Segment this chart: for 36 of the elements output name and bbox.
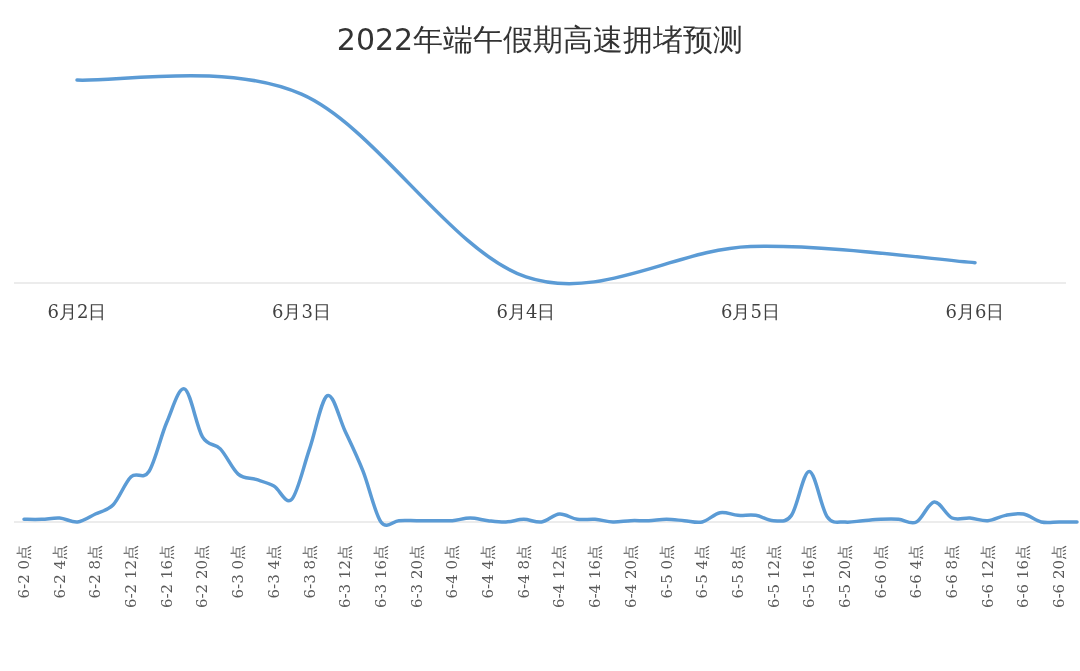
x-tick-label: 6-5 12点 [764,545,783,609]
x-tick-label: 6-4 16点 [586,545,605,609]
x-tick-label: 6-6 20点 [1050,545,1069,609]
x-tick-label: 6-5 20点 [835,545,854,609]
x-tick-label: 6-3 12点 [336,545,355,609]
x-tick-label: 6-6 12点 [978,545,997,609]
x-tick-label: 6-4 8点 [514,545,533,599]
x-tick-label: 6-3 8点 [300,545,319,599]
x-tick-label: 6-6 0点 [871,545,890,599]
chart-title: 2022年端午假期高速拥堵预测 [336,22,744,57]
x-tick-label: 6-3 0点 [229,545,248,599]
x-tick-label: 6月2日 [47,301,107,322]
x-tick-label: 6月6日 [945,301,1005,322]
x-tick-label: 6-2 16点 [157,545,176,609]
x-tick-label: 6-6 16点 [1014,545,1033,609]
x-tick-label: 6-4 12点 [550,545,569,609]
x-tick-label: 6-5 4点 [693,545,712,599]
x-tick-label: 6-4 0点 [443,545,462,599]
x-tick-label: 6-5 0点 [657,545,676,599]
x-tick-label: 6-5 8点 [728,545,747,599]
x-tick-label: 6-4 20点 [621,545,640,609]
x-tick-label: 6-3 16点 [371,545,390,609]
x-tick-label: 6-2 20点 [193,545,212,609]
x-tick-label: 6-5 16点 [800,545,819,609]
x-tick-label: 6-6 8点 [943,545,962,599]
x-tick-label: 6月4日 [496,301,556,322]
x-tick-label: 6月5日 [721,301,780,322]
x-tick-label: 6-2 12点 [122,545,141,609]
x-tick-label: 6-3 4点 [264,545,283,599]
x-tick-label: 6-6 4点 [907,545,926,599]
x-tick-label: 6-2 4点 [50,545,69,599]
x-tick-label: 6-2 8点 [86,545,105,599]
x-tick-label: 6月3日 [272,301,331,322]
x-tick-label: 6-3 20点 [407,545,426,609]
x-tick-label: 6-2 0点 [15,545,33,599]
x-tick-label: 6-4 4点 [479,545,498,599]
